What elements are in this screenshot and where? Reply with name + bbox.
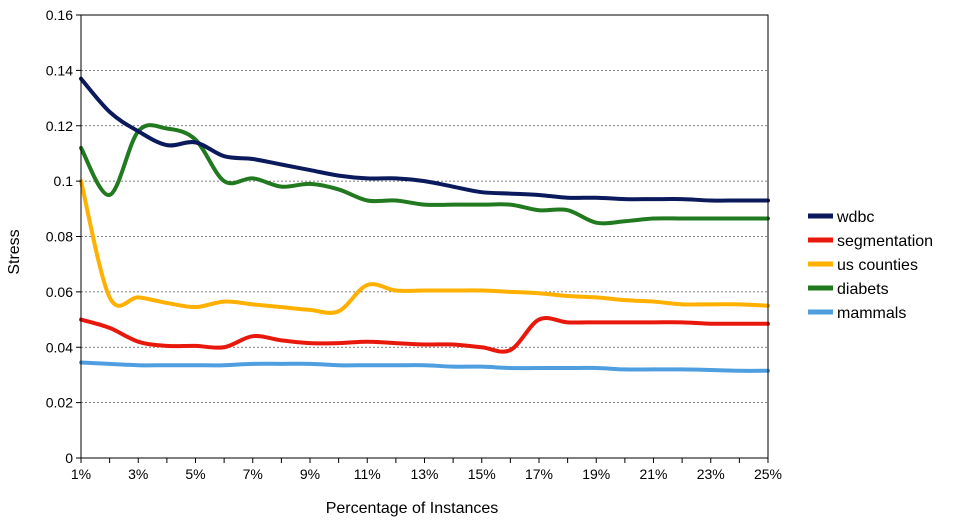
x-tick-label: 3%	[128, 466, 148, 482]
legend-label-diabets: diabets	[837, 281, 889, 298]
legend: wdbc segmentation us counties diabets mammal…	[808, 209, 933, 322]
x-tick-label: 17%	[525, 466, 553, 482]
series-lines	[79, 76, 770, 373]
series-line-us-counties	[79, 179, 770, 315]
legend-label-us-counties: us counties	[837, 257, 918, 274]
x-tick-label: 21%	[639, 466, 667, 482]
x-tick-label: 5%	[185, 466, 205, 482]
y-tick-label: 0.16	[46, 7, 73, 23]
y-tick-label: 0.04	[46, 339, 73, 355]
x-tick-label: 1%	[71, 466, 91, 482]
y-tick-label: 0.14	[46, 62, 73, 78]
x-tick-label: 25%	[754, 466, 782, 482]
plot-area-frame	[80, 14, 769, 459]
series-line-mammals	[79, 360, 770, 373]
y-tick-label: 0.06	[46, 284, 73, 300]
x-axis-title: Percentage of Instances	[326, 500, 499, 517]
legend-label-segmentation: segmentation	[837, 233, 933, 250]
y-tick-label: 0.08	[46, 229, 73, 245]
x-tick-label: 7%	[243, 466, 263, 482]
x-tick-label: 11%	[354, 466, 381, 482]
y-tick-label: 0	[65, 450, 73, 466]
y-axis-ticks: 0 0.02 0.04 0.06 0.08 0.1 0.12 0.14 0.16	[46, 7, 81, 466]
x-tick-label: 19%	[582, 466, 610, 482]
gridlines	[81, 69, 768, 404]
y-axis-title: Stress	[6, 229, 23, 274]
legend-label-wdbc: wdbc	[836, 209, 874, 226]
series-line-segmentation	[79, 315, 770, 354]
series-line-diabets	[79, 123, 770, 226]
x-tick-label: 23%	[697, 466, 725, 482]
x-axis-ticks: 1% 3% 5% 7% 9% 11% 13% 15% 17% 19% 21% 23% 25%	[71, 458, 782, 482]
x-tick-label: 13%	[410, 466, 438, 482]
y-tick-label: 0.12	[46, 118, 73, 134]
x-tick-label: 9%	[300, 466, 320, 482]
y-tick-label: 0.02	[46, 395, 73, 411]
y-tick-label: 0.1	[54, 173, 74, 189]
legend-label-mammals: mammals	[837, 305, 906, 322]
x-tick-label: 15%	[468, 466, 496, 482]
series-line-wdbc	[79, 76, 770, 203]
